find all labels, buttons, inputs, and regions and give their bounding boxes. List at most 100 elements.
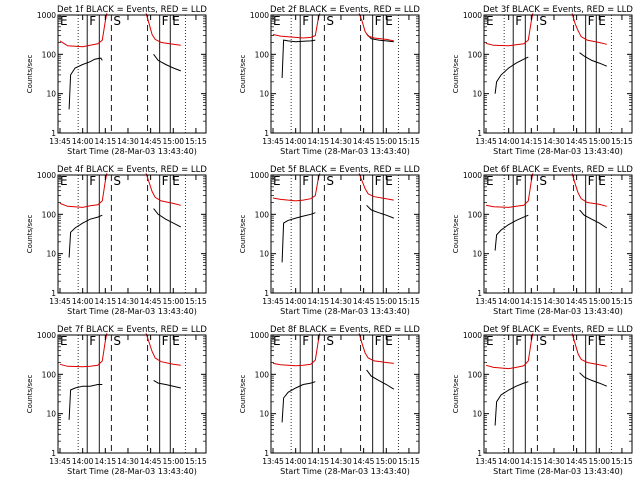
events-series-line (153, 53, 181, 72)
x-tick-label: 15:00 (162, 137, 184, 146)
x-tick-label: 15:15 (611, 297, 633, 306)
lld-series-line (485, 13, 534, 47)
chart-panel: Det 2f BLACK = Events, RED = LLD Counts/s… (239, 5, 420, 156)
events-series-line (366, 33, 394, 43)
y-tick-label: 10 (46, 90, 56, 99)
x-tick-label: 14:45 (353, 297, 375, 306)
x-axis-label: Start Time (28-Mar-03 13:43:40) (280, 467, 410, 476)
x-tick-label: 13:45 (475, 457, 497, 466)
x-tick-label: 14:45 (140, 457, 162, 466)
lld-series-line (485, 173, 534, 208)
y-tick-label: 10 (46, 250, 56, 259)
y-tick-label: 10 (259, 250, 269, 259)
x-axis-label: Start Time (28-Mar-03 13:43:40) (280, 147, 410, 156)
x-tick-label: 14:45 (566, 297, 588, 306)
lld-series-line (272, 13, 321, 39)
x-tick-label: 14:15 (521, 137, 543, 146)
interval-label: F (375, 14, 382, 28)
x-axis-label: Start Time (28-Mar-03 13:43:40) (280, 307, 410, 316)
x-tick-label: 14:00 (498, 137, 520, 146)
chart-title: Det 4f BLACK = Events, RED = LLD (57, 165, 207, 175)
y-tick-label: 10 (259, 90, 269, 99)
x-tick-label: 15:15 (185, 297, 207, 306)
x-tick-label: 13:45 (475, 137, 497, 146)
x-tick-label: 14:30 (543, 297, 565, 306)
interval-label: E (172, 14, 180, 28)
y-tick-label: 10 (46, 410, 56, 419)
x-tick-label: 13:45 (475, 297, 497, 306)
lld-series-line (59, 333, 108, 368)
events-series-line (281, 381, 316, 423)
interval-label: F (89, 334, 96, 348)
x-tick-label: 14:00 (285, 457, 307, 466)
x-tick-label: 14:00 (498, 297, 520, 306)
y-tick-label: 1000 (37, 11, 56, 20)
chart-title: Det 2f BLACK = Events, RED = LLD (270, 5, 420, 15)
chart-panel: Det 4f BLACK = Events, RED = LLD Counts/s… (26, 165, 207, 316)
x-tick-label: 14:45 (566, 137, 588, 146)
y-tick-label: 100 (42, 50, 57, 59)
chart-title: Det 5f BLACK = Events, RED = LLD (270, 165, 420, 175)
chart-title: Det 7f BLACK = Events, RED = LLD (57, 325, 207, 335)
lld-series-line (571, 333, 607, 367)
y-tick-label: 1 (51, 449, 56, 458)
y-tick-label: 10 (472, 90, 482, 99)
x-axis-label: Start Time (28-Mar-03 13:43:40) (493, 467, 623, 476)
chart-panel: Det 7f BLACK = Events, RED = LLD Counts/s… (26, 325, 207, 476)
interval-label: F (302, 14, 309, 28)
interval-label: F (89, 174, 96, 188)
y-tick-label: 100 (255, 50, 270, 59)
y-tick-label: 1 (264, 129, 269, 138)
y-tick-label: 100 (468, 50, 483, 59)
y-tick-label: 1000 (463, 331, 482, 340)
plot-frame (270, 334, 420, 454)
y-tick-label: 100 (468, 210, 483, 219)
events-series-line (579, 52, 607, 67)
interval-label: F (588, 334, 595, 348)
interval-label: E (172, 174, 180, 188)
plot-frame (483, 174, 633, 294)
x-tick-label: 14:45 (353, 457, 375, 466)
interval-label: F (515, 14, 522, 28)
x-tick-label: 14:30 (117, 137, 139, 146)
y-axis-label: Counts/sec (26, 375, 34, 414)
y-axis-label: Counts/sec (452, 55, 460, 94)
chart-title: Det 1f BLACK = Events, RED = LLD (57, 5, 207, 15)
x-tick-label: 15:00 (588, 457, 610, 466)
plot-frame (270, 14, 420, 134)
lld-series-line (59, 173, 108, 208)
events-series-line (68, 214, 103, 258)
x-tick-label: 15:15 (611, 457, 633, 466)
lld-series-line (145, 333, 181, 366)
interval-label: F (162, 334, 169, 348)
y-tick-label: 1000 (37, 171, 56, 180)
chart-panel: Det 1f BLACK = Events, RED = LLD Counts/s… (26, 5, 207, 156)
events-series-line (281, 39, 316, 79)
interval-label: E (385, 14, 393, 28)
x-tick-label: 15:00 (375, 457, 397, 466)
interval-label: S (539, 334, 547, 348)
x-tick-label: 15:00 (588, 137, 610, 146)
x-tick-label: 14:30 (117, 457, 139, 466)
y-axis-label: Counts/sec (26, 215, 34, 254)
y-tick-label: 1000 (250, 331, 269, 340)
chart-title: Det 8f BLACK = Events, RED = LLD (270, 325, 420, 335)
events-series-line (366, 369, 395, 390)
x-tick-label: 13:45 (262, 457, 284, 466)
plot-frame (57, 334, 207, 454)
x-tick-label: 15:00 (162, 297, 184, 306)
lld-series-line (358, 13, 394, 42)
plot-frame (270, 174, 420, 294)
chart-title: Det 9f BLACK = Events, RED = LLD (483, 325, 633, 335)
x-tick-label: 14:15 (521, 297, 543, 306)
y-tick-label: 100 (42, 370, 57, 379)
interval-label: E (598, 334, 606, 348)
x-tick-label: 14:30 (330, 297, 352, 306)
x-tick-label: 15:00 (162, 457, 184, 466)
interval-label: S (539, 14, 547, 28)
x-tick-label: 15:00 (375, 297, 397, 306)
x-tick-label: 14:00 (72, 457, 94, 466)
interval-label: E (486, 14, 494, 28)
plot-frame (483, 14, 633, 134)
interval-label: S (326, 334, 334, 348)
